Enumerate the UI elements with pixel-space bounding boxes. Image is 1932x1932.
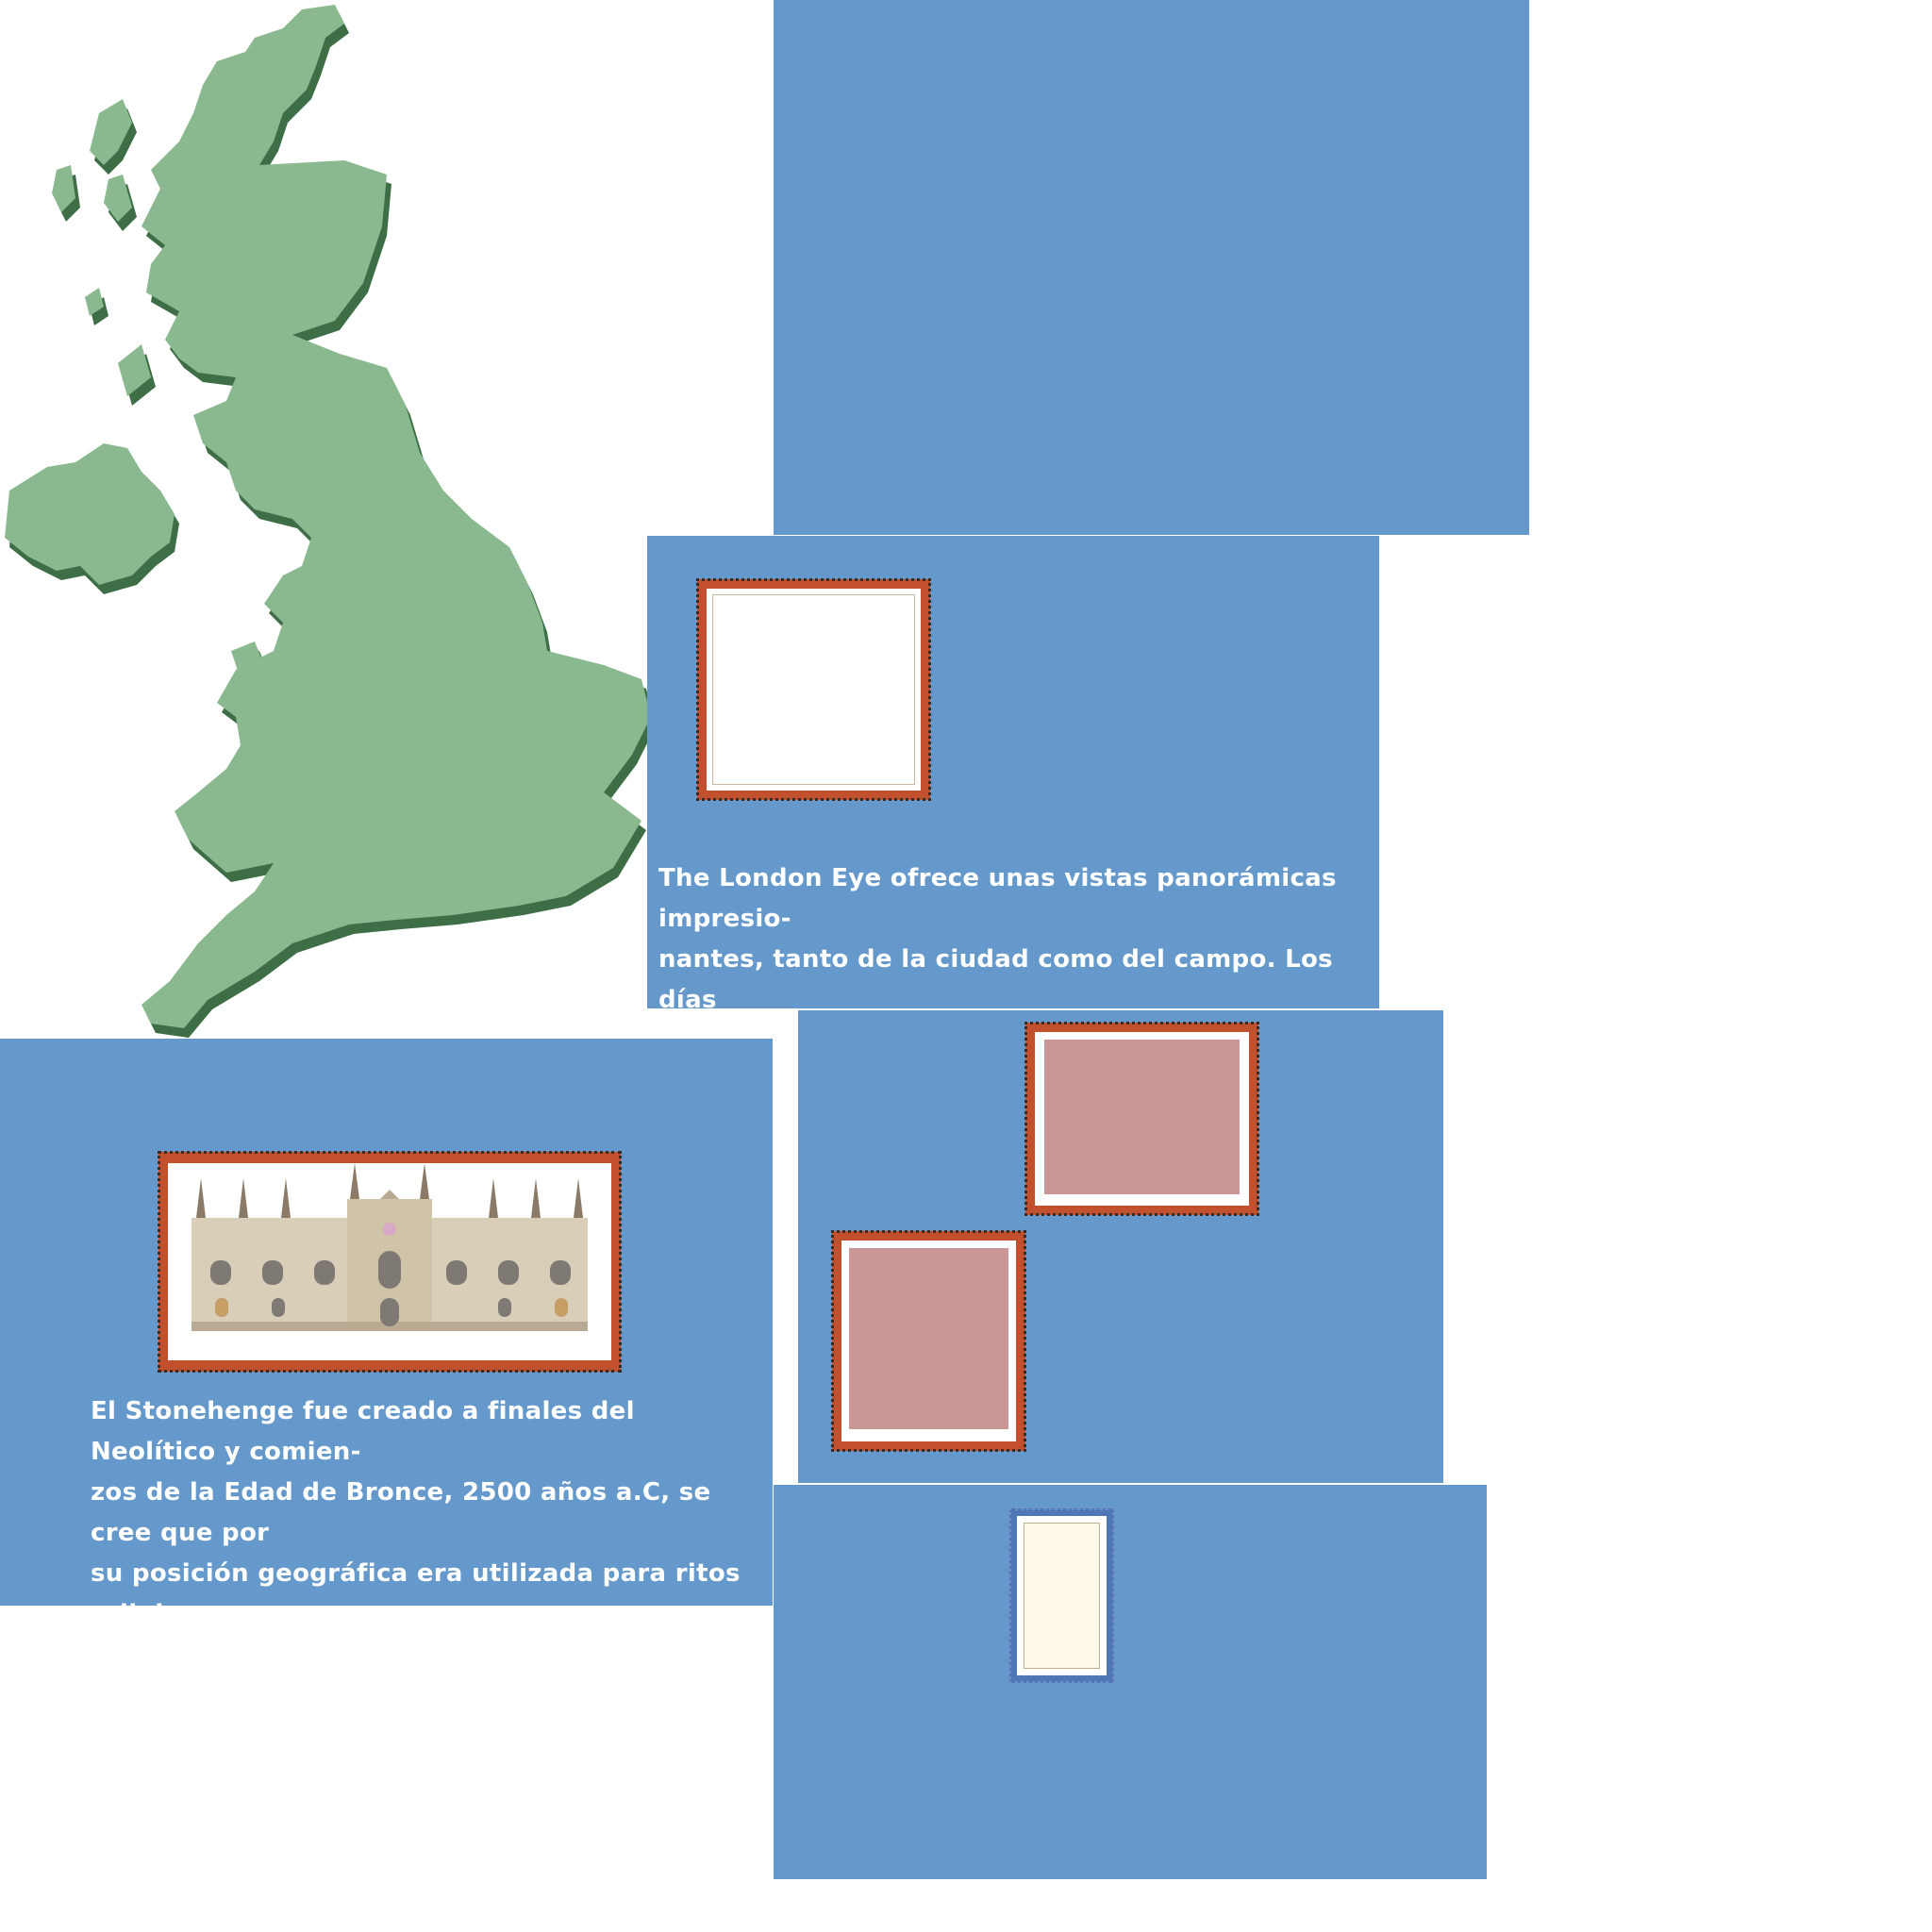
bottom-panel [774, 1485, 1487, 1879]
stamp-image [1044, 1040, 1240, 1194]
rose-stamp-bottom [831, 1230, 1026, 1452]
stonehenge-panel: El Stonehenge fue creado a finales del N… [0, 1039, 773, 1750]
london-eye-stamp [696, 578, 931, 801]
uk-map-icon [5, 5, 656, 1038]
cathedral-stamp [158, 1151, 622, 1373]
stamp-inner-border [712, 594, 915, 785]
stonehenge-caption: El Stonehenge fue creado a finales del N… [91, 1397, 741, 1750]
stamp-frame [707, 589, 921, 791]
blue-stamp [1008, 1507, 1115, 1684]
stamp-image [1024, 1523, 1100, 1669]
stamp-image [849, 1248, 1008, 1429]
rose-stamp-top [1024, 1022, 1259, 1216]
cathedral-icon [192, 1163, 588, 1331]
stamps-panel [798, 1010, 1443, 1483]
london-eye-panel: The London Eye ofrece unas vistas panorá… [647, 536, 1379, 1095]
top-blank-panel [774, 0, 1529, 535]
